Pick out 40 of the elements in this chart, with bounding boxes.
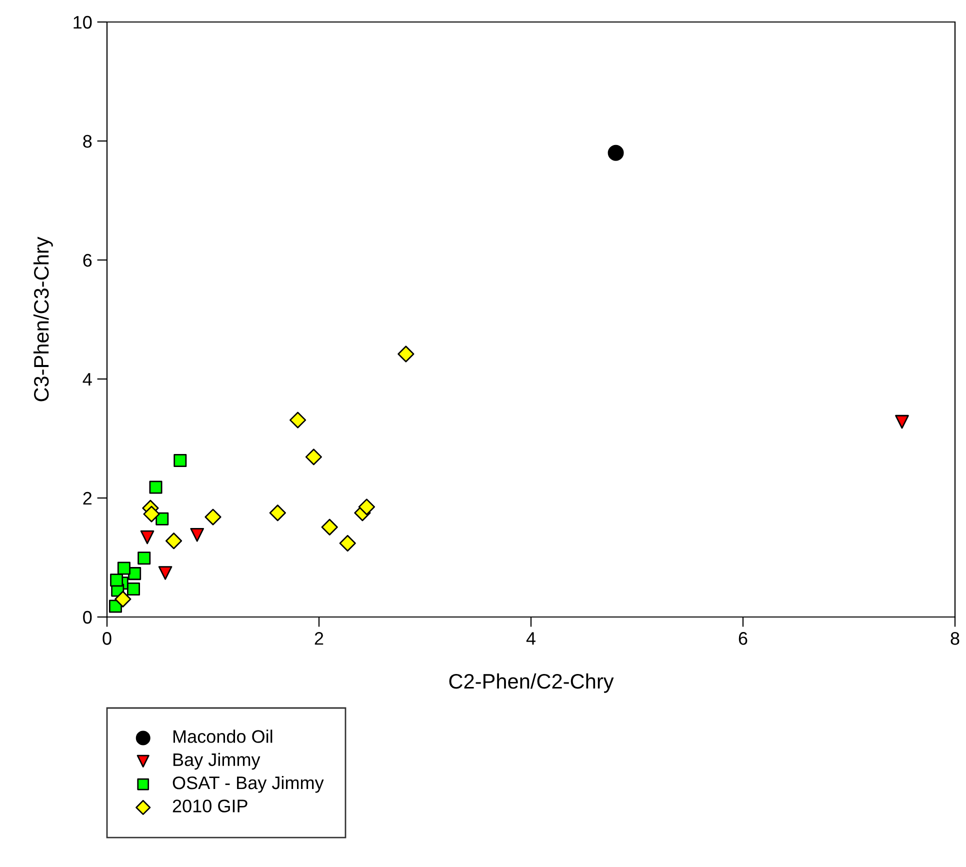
point bbox=[117, 562, 130, 575]
point bbox=[398, 346, 414, 362]
legend-label: Bay Jimmy bbox=[173, 752, 260, 770]
point bbox=[140, 530, 154, 544]
point bbox=[110, 574, 124, 587]
point bbox=[190, 528, 204, 542]
point bbox=[305, 448, 322, 466]
x-tick-label: 6 bbox=[738, 632, 748, 645]
point bbox=[126, 582, 140, 596]
point bbox=[143, 506, 160, 522]
y-tick-label: 8 bbox=[83, 134, 92, 148]
point bbox=[339, 534, 356, 552]
point bbox=[895, 414, 909, 429]
point bbox=[269, 504, 286, 522]
point bbox=[204, 508, 222, 526]
y-axis-title: C3-Phen/C3-Chry bbox=[33, 236, 53, 402]
point bbox=[149, 480, 162, 494]
legend-label: Macondo Oil bbox=[173, 730, 272, 743]
point bbox=[156, 512, 169, 526]
x-tick-label: 2 bbox=[314, 632, 324, 645]
point bbox=[321, 518, 338, 536]
x-tick-label: 4 bbox=[526, 632, 536, 645]
y-tick-label: 2 bbox=[83, 492, 92, 505]
point bbox=[290, 412, 306, 428]
point bbox=[165, 532, 182, 550]
point bbox=[114, 590, 132, 608]
point bbox=[138, 552, 151, 565]
y-tick-label: 6 bbox=[83, 254, 92, 267]
point bbox=[358, 498, 375, 516]
y-tick-label: 0 bbox=[83, 610, 92, 624]
point bbox=[158, 566, 172, 580]
legend-label: 2010 GIP bbox=[172, 800, 248, 812]
point bbox=[174, 454, 187, 468]
x-tick-label: 0 bbox=[102, 632, 112, 645]
point bbox=[608, 144, 624, 161]
y-tick-label: 4 bbox=[82, 373, 92, 386]
x-tick-label: 8 bbox=[950, 632, 960, 645]
legend-label: OSAT - Bay Jimmy bbox=[172, 776, 324, 793]
x-axis-title: C2-Phen/C2-Chry bbox=[449, 673, 614, 693]
y-tick-label: 10 bbox=[74, 16, 92, 29]
